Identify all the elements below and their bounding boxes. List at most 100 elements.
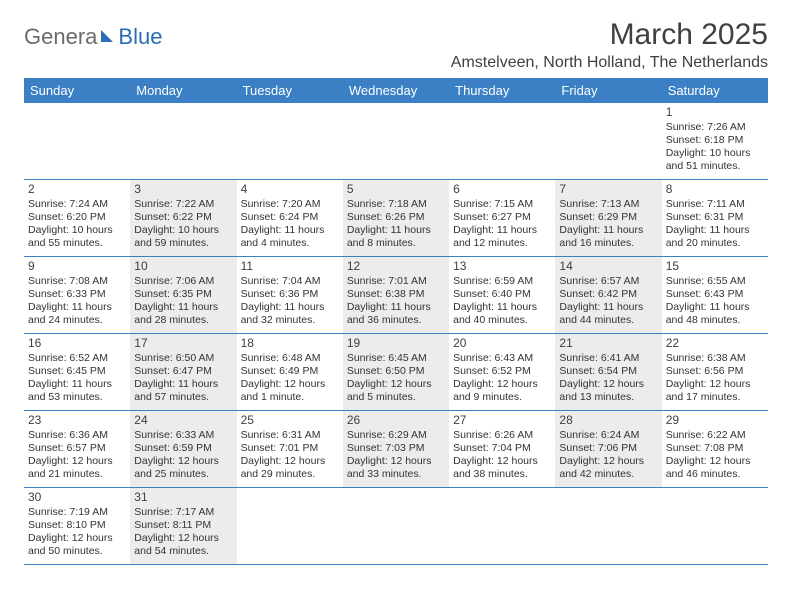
day-cell: 3Sunrise: 7:22 AMSunset: 6:22 PMDaylight… [130,180,236,256]
day-sunrise: Sunrise: 7:24 AM [28,198,126,211]
day-sunrise: Sunrise: 6:26 AM [453,429,551,442]
day-day1: Daylight: 12 hours [134,532,232,545]
day-day2: and 16 minutes. [559,237,657,250]
day-number: 20 [453,336,551,351]
day-day1: Daylight: 11 hours [28,301,126,314]
day-sunrise: Sunrise: 7:01 AM [347,275,445,288]
day-sunrise: Sunrise: 6:45 AM [347,352,445,365]
day-number: 7 [559,182,657,197]
day-sunset: Sunset: 6:20 PM [28,211,126,224]
day-day1: Daylight: 12 hours [666,455,764,468]
day-cell: 1Sunrise: 7:26 AMSunset: 6:18 PMDaylight… [662,103,768,179]
day-sunrise: Sunrise: 7:04 AM [241,275,339,288]
day-number: 30 [28,490,126,505]
day-cell: 22Sunrise: 6:38 AMSunset: 6:56 PMDayligh… [662,334,768,410]
day-day2: and 51 minutes. [666,160,764,173]
day-sunrise: Sunrise: 7:19 AM [28,506,126,519]
day-day2: and 50 minutes. [28,545,126,558]
day-sunrise: Sunrise: 7:15 AM [453,198,551,211]
day-day1: Daylight: 12 hours [241,378,339,391]
day-sunset: Sunset: 6:45 PM [28,365,126,378]
day-sunrise: Sunrise: 6:29 AM [347,429,445,442]
day-sunrise: Sunrise: 6:59 AM [453,275,551,288]
day-day1: Daylight: 12 hours [347,455,445,468]
day-sunset: Sunset: 7:06 PM [559,442,657,455]
day-day2: and 28 minutes. [134,314,232,327]
day-day1: Daylight: 11 hours [453,301,551,314]
day-sunset: Sunset: 7:01 PM [241,442,339,455]
day-sunrise: Sunrise: 6:57 AM [559,275,657,288]
day-cell: 17Sunrise: 6:50 AMSunset: 6:47 PMDayligh… [130,334,236,410]
day-day1: Daylight: 11 hours [241,301,339,314]
day-day2: and 29 minutes. [241,468,339,481]
day-sunrise: Sunrise: 7:13 AM [559,198,657,211]
day-number: 2 [28,182,126,197]
day-day2: and 8 minutes. [347,237,445,250]
day-sunset: Sunset: 6:29 PM [559,211,657,224]
week-row: 2Sunrise: 7:24 AMSunset: 6:20 PM Daylight… [24,180,768,257]
day-cell: 27Sunrise: 6:26 AMSunset: 7:04 PMDayligh… [449,411,555,487]
logo: GeneraBlue [24,18,162,50]
day-number: 23 [28,413,126,428]
day-sunrise: Sunrise: 7:18 AM [347,198,445,211]
day-sunset: Sunset: 7:04 PM [453,442,551,455]
calendar-table: SundayMondayTuesdayWednesdayThursdayFrid… [24,78,768,565]
page-header: GeneraBlue March 2025 Amstelveen, North … [24,18,768,72]
day-day2: and 20 minutes. [666,237,764,250]
day-sunset: Sunset: 8:10 PM [28,519,126,532]
day-cell: 10Sunrise: 7:06 AMSunset: 6:35 PMDayligh… [130,257,236,333]
day-day2: and 36 minutes. [347,314,445,327]
day-number: 14 [559,259,657,274]
day-day2: and 9 minutes. [453,391,551,404]
weekday-header: Thursday [449,78,555,103]
day-day1: Daylight: 11 hours [134,378,232,391]
day-day1: Daylight: 10 hours [134,224,232,237]
day-sunset: Sunset: 6:38 PM [347,288,445,301]
day-number: 6 [453,182,551,197]
day-sunrise: Sunrise: 6:31 AM [241,429,339,442]
day-sunrise: Sunrise: 6:38 AM [666,352,764,365]
day-number: 18 [241,336,339,351]
day-number: 3 [134,182,232,197]
day-day2: and 13 minutes. [559,391,657,404]
day-number: 13 [453,259,551,274]
logo-sail-icon [99,24,117,50]
day-cell: 18Sunrise: 6:48 AMSunset: 6:49 PMDayligh… [237,334,343,410]
day-day1: Daylight: 12 hours [347,378,445,391]
day-day2: and 1 minute. [241,391,339,404]
day-cell: 6Sunrise: 7:15 AMSunset: 6:27 PMDaylight… [449,180,555,256]
day-day2: and 57 minutes. [134,391,232,404]
day-day1: Daylight: 11 hours [347,301,445,314]
day-sunrise: Sunrise: 6:52 AM [28,352,126,365]
day-day2: and 33 minutes. [347,468,445,481]
day-sunset: Sunset: 6:27 PM [453,211,551,224]
day-sunset: Sunset: 6:33 PM [28,288,126,301]
day-day1: Daylight: 12 hours [453,378,551,391]
day-day2: and 5 minutes. [347,391,445,404]
day-day1: Daylight: 11 hours [347,224,445,237]
day-day1: Daylight: 12 hours [559,378,657,391]
day-cell: 31Sunrise: 7:17 AMSunset: 8:11 PMDayligh… [130,488,236,564]
weekday-header: Sunday [24,78,130,103]
day-day1: Daylight: 12 hours [559,455,657,468]
day-number: 8 [666,182,764,197]
day-sunset: Sunset: 6:43 PM [666,288,764,301]
day-day2: and 53 minutes. [28,391,126,404]
day-sunset: Sunset: 6:50 PM [347,365,445,378]
day-number: 22 [666,336,764,351]
day-day1: Daylight: 11 hours [453,224,551,237]
day-cell: 26Sunrise: 6:29 AMSunset: 7:03 PMDayligh… [343,411,449,487]
day-sunset: Sunset: 6:59 PM [134,442,232,455]
weekday-header-row: SundayMondayTuesdayWednesdayThursdayFrid… [24,78,768,103]
day-sunrise: Sunrise: 7:08 AM [28,275,126,288]
day-number: 21 [559,336,657,351]
day-cell: 13Sunrise: 6:59 AMSunset: 6:40 PMDayligh… [449,257,555,333]
week-row: 1Sunrise: 7:26 AMSunset: 6:18 PMDaylight… [24,103,768,180]
day-day2: and 59 minutes. [134,237,232,250]
day-sunrise: Sunrise: 6:55 AM [666,275,764,288]
day-sunset: Sunset: 6:49 PM [241,365,339,378]
day-sunrise: Sunrise: 6:43 AM [453,352,551,365]
day-day1: Daylight: 11 hours [241,224,339,237]
day-day1: Daylight: 11 hours [559,301,657,314]
day-number: 10 [134,259,232,274]
